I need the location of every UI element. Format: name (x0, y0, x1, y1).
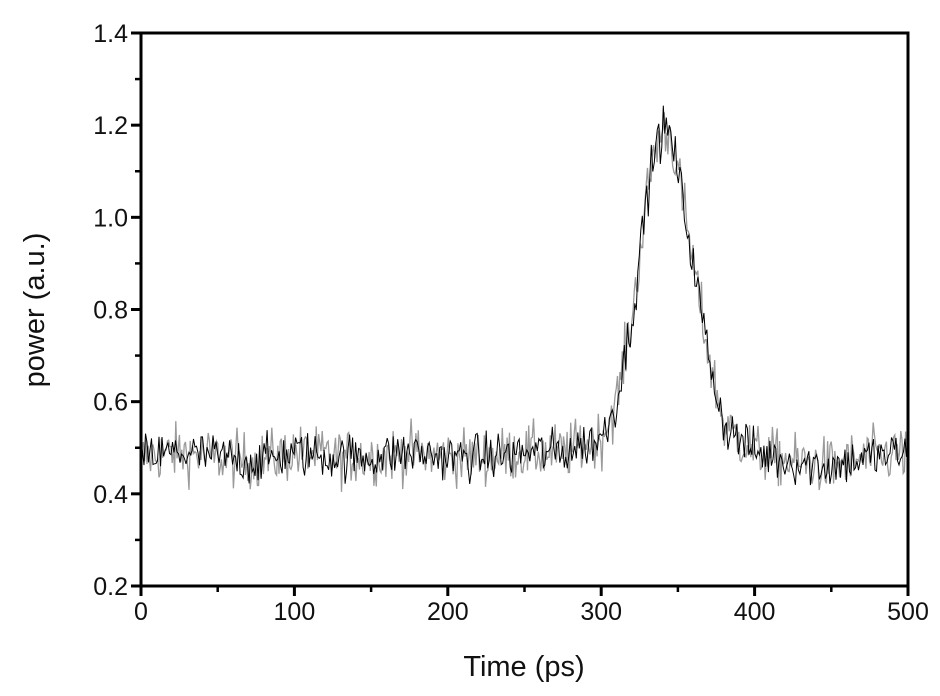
data-trace (140, 105, 909, 486)
y-tick-label: 0.8 (93, 297, 128, 325)
plot-frame (139, 31, 910, 588)
y-tick-label: 0.6 (93, 389, 128, 417)
y-tick-label: 1.4 (93, 20, 128, 48)
x-axis-title: Time (ps) (463, 651, 584, 683)
y-tick-label: 0.2 (93, 573, 128, 601)
y-tick-label: 1.2 (93, 112, 128, 140)
x-tick-label: 400 (734, 598, 776, 626)
trace-path (140, 105, 909, 486)
x-tick-label: 300 (580, 598, 622, 626)
x-axis: 0 100 200 300 400 500 (134, 586, 929, 626)
x-tick-label: 0 (134, 598, 148, 626)
x-tick-label: 200 (427, 598, 469, 626)
trace-shadow-path (140, 112, 909, 492)
data-trace-shadow (140, 112, 909, 492)
x-tick-label: 100 (274, 598, 316, 626)
plot-area (140, 105, 909, 492)
x-tick-label: 500 (887, 598, 929, 626)
y-tick-label: 1.0 (93, 204, 128, 232)
y-tick-label: 0.4 (93, 481, 128, 509)
y-axis-title: power (a.u.) (19, 233, 51, 388)
y-axis: 0.2 0.4 0.6 0.8 1.0 1.2 1.4 (93, 20, 141, 601)
